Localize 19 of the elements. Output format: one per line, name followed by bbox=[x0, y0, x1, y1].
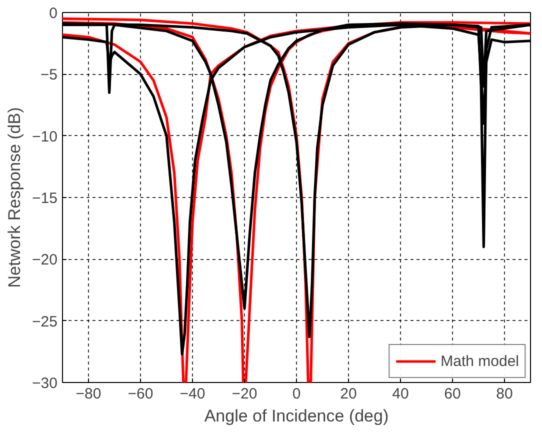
x-tick-label: 80 bbox=[496, 386, 513, 402]
x-tick-label: 60 bbox=[444, 386, 461, 402]
x-tick-label: 0 bbox=[292, 386, 301, 402]
y-tick-label: −5 bbox=[40, 66, 58, 84]
y-tick-label: −30 bbox=[32, 375, 58, 392]
x-axis-title: Angle of Incidence (deg) bbox=[204, 406, 389, 426]
y-tick-label: −25 bbox=[32, 313, 58, 330]
x-tick-label: 20 bbox=[340, 386, 357, 402]
x-tick-label: −80 bbox=[76, 386, 102, 402]
y-tick-label: −10 bbox=[32, 128, 58, 146]
legend-label: Math model bbox=[440, 352, 519, 370]
x-tick-label: −40 bbox=[180, 386, 206, 402]
x-tick-label: −60 bbox=[128, 386, 154, 402]
y-tick-label: 0 bbox=[49, 5, 58, 22]
x-tick-label: 40 bbox=[392, 386, 409, 402]
y-axis-title: Network Response (dB) bbox=[5, 107, 24, 288]
x-tick-label: −20 bbox=[232, 386, 258, 402]
y-tick-label: −20 bbox=[32, 252, 58, 269]
y-tick-label: −15 bbox=[32, 190, 58, 207]
